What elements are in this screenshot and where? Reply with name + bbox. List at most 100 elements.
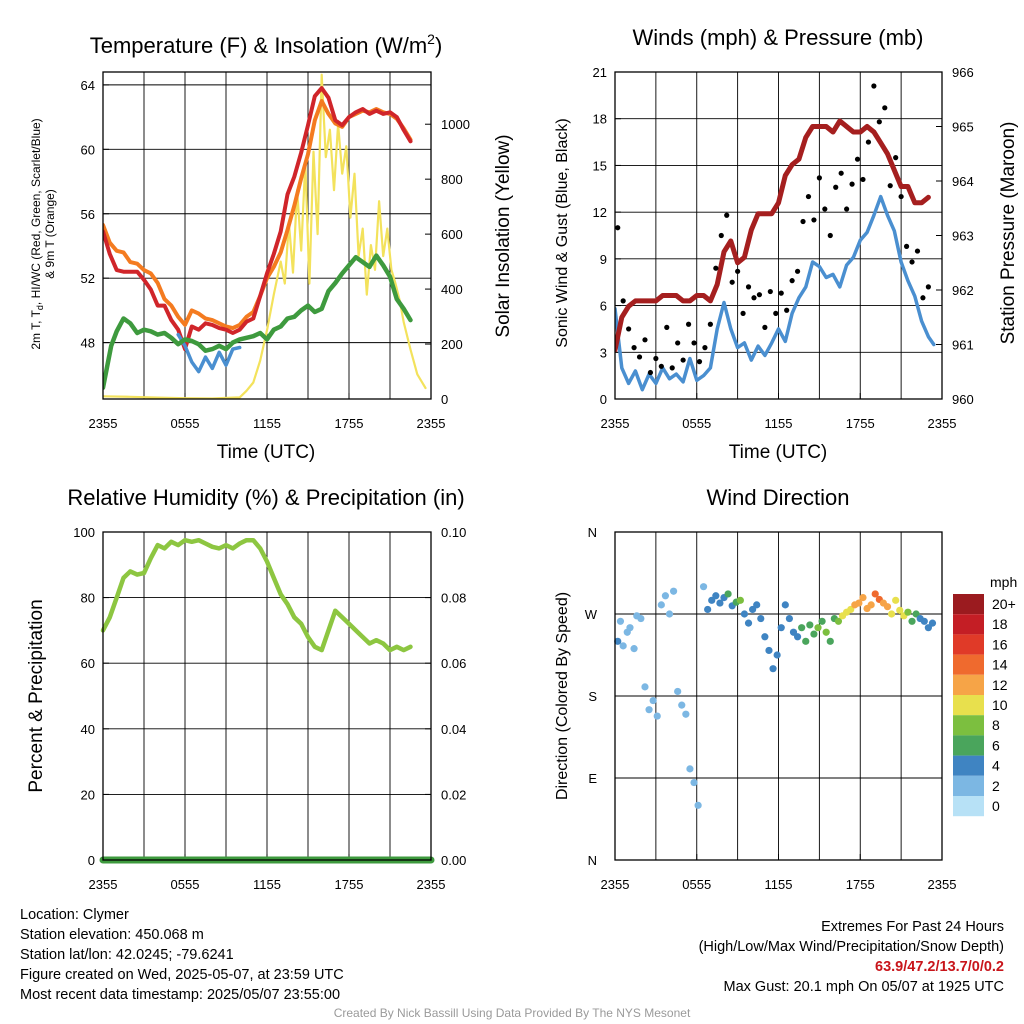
wind-series-line-0 (615, 118, 931, 353)
temp-y-tick-label-left: 60 (81, 142, 95, 157)
dir-point (802, 637, 810, 645)
rh-x-tick-label: 2355 (417, 877, 446, 892)
wind-gust-point (784, 307, 790, 313)
dir-point (814, 624, 822, 632)
wind-gust-point (893, 155, 899, 161)
temp-x-tick-label: 1755 (335, 416, 364, 431)
wind-gust-point (778, 290, 784, 296)
legend-label: 6 (992, 737, 1000, 753)
extremes-heading: Extremes For Past 24 Hours (821, 919, 1004, 935)
dir-point (630, 645, 638, 653)
temp-y-tick-label-left: 48 (81, 336, 95, 351)
dir-point (781, 601, 789, 609)
dir-point (669, 587, 678, 595)
dir-point (699, 583, 708, 591)
wind-gust-point (914, 248, 921, 254)
wind-y-tick-label-left: 9 (600, 252, 607, 267)
legend-label: 4 (992, 758, 1000, 774)
legend-title: mph (990, 574, 1017, 590)
dir-point (704, 605, 712, 614)
temp-series-line-4 (103, 73, 427, 399)
wind-gust-point (887, 183, 893, 189)
temp-y-tick-label-right: 1000 (441, 117, 470, 132)
dir-point (826, 637, 834, 645)
temp-frame (102, 71, 432, 400)
dir-point (777, 624, 785, 632)
wind-gust-point (838, 170, 844, 176)
rh-y-tick-label-left: 40 (81, 722, 95, 737)
dir-y-axis-label-left: Direction (Colored By Speed) (554, 592, 571, 800)
temp-y-tick-label-left: 52 (81, 271, 95, 286)
wind-gust-point (751, 295, 757, 301)
legend-swatch (953, 735, 984, 756)
wind-y-tick-label-right: 966 (952, 65, 974, 80)
legend-label: 16 (992, 636, 1008, 652)
rh-y-tick-label-right: 0.02 (441, 787, 466, 802)
dir-point (908, 617, 916, 625)
dir-panel-title: Wind Direction (706, 485, 849, 510)
dir-point (904, 608, 912, 616)
wind-gust-point (729, 279, 735, 285)
wind-gust-point (664, 324, 670, 330)
rh-panel-title: Relative Humidity (%) & Precipitation (i… (67, 485, 464, 510)
wind-gust-point (680, 357, 686, 363)
legend-swatch (953, 775, 984, 796)
dir-point (678, 701, 686, 709)
dir-point (657, 601, 665, 609)
dir-color-legend: 20+ 18 16 14 12 10 8 6 4 2 0 mph (953, 574, 1017, 817)
dir-point (637, 614, 645, 623)
wind-gust-point (696, 359, 703, 365)
rh-y-tick-label-right: 0.06 (441, 656, 466, 671)
dir-point (798, 624, 806, 632)
dir-y-tick-label: S (588, 689, 597, 704)
svg-text:2m T, Td, HI/WC (Red, Green, S: 2m T, Td, HI/WC (Red, Green, Scarlet/Blu… (29, 118, 45, 349)
dir-point (616, 617, 625, 625)
wind-gust-point (724, 212, 730, 218)
wind-gust-point (909, 259, 915, 265)
wind-gust-point (669, 365, 675, 371)
dir-point (806, 621, 814, 629)
legend-swatch (953, 654, 984, 675)
legend-swatch (953, 715, 984, 736)
dir-point (744, 619, 753, 627)
wind-gust-point (702, 345, 708, 351)
dir-point (834, 617, 843, 625)
rh-y-axis-label-left: Percent & Precipitation (26, 599, 47, 792)
wind-y-tick-label-right: 965 (952, 120, 974, 135)
dir-point (645, 706, 653, 714)
dir-x-tick-label: 1755 (846, 877, 875, 892)
wind-gust-point (691, 340, 697, 346)
legend-swatch (953, 674, 984, 695)
station-info: Location: Clymer Station elevation: 450.… (20, 905, 344, 1005)
credit-text: Created By Nick Bassill Using Data Provi… (333, 1006, 691, 1020)
dir-y-tick-label: E (588, 771, 597, 786)
temp-y-tick-label-left: 64 (81, 78, 95, 93)
dir-y-tick-label: N (588, 525, 597, 540)
wind-x-tick-label: 2355 (601, 416, 630, 431)
temp-x-axis-label: Time (UTC) (217, 442, 316, 463)
wind-y-tick-label-right: 964 (952, 174, 974, 189)
rh-x-tick-label: 1155 (253, 877, 281, 892)
temp-y-tick-label-right: 200 (441, 337, 463, 352)
wind-gust-point (794, 268, 801, 274)
dir-point (892, 596, 900, 604)
wind-gust-point (844, 206, 850, 212)
wind-y-axis-label-left: Sonic Wind & Gust (Blue, Black) (554, 118, 571, 347)
dir-point (887, 610, 896, 618)
temp-x-tick-label: 2355 (89, 416, 118, 431)
wind-plot: 2355 0555 1155 1755 2355 0 3 6 9 12 15 18 21 960 961 96… (593, 65, 974, 431)
wind-x-tick-label: 0555 (682, 416, 711, 431)
wind-gust-point (653, 355, 659, 362)
extremes-info: Extremes For Past 24 Hours (High/Low/Max… (699, 917, 1004, 997)
dir-point (871, 590, 879, 598)
dir-point (716, 599, 724, 607)
wind-series-line-1 (615, 194, 936, 392)
wind-gust-point (620, 298, 626, 304)
wind-gust-point (849, 181, 855, 187)
temp-y-tick-label-right: 0 (441, 392, 448, 407)
dir-point (773, 651, 781, 659)
legend-label: 2 (992, 778, 1000, 794)
legend-label: 20+ (992, 596, 1016, 612)
wind-gust-point (925, 284, 931, 290)
wind-gust-point (789, 278, 795, 284)
